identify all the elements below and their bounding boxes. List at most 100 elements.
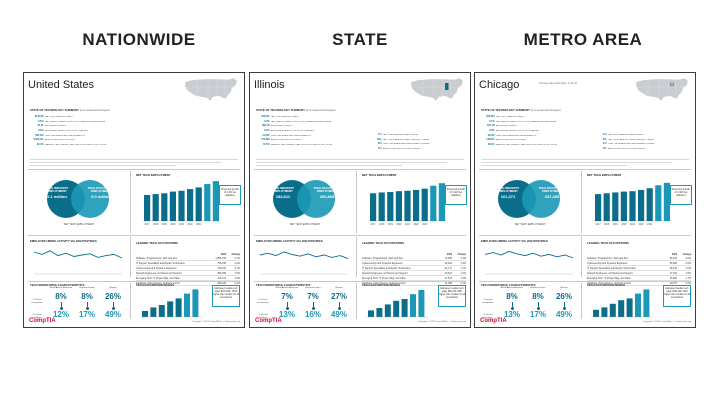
occupation-change: 1.5% — [234, 271, 240, 275]
occupation-count: 17,944 — [669, 271, 677, 275]
emp-bar — [438, 183, 445, 221]
rank-row: 7th NET TECH EMPLOYMENT RANK — [368, 133, 464, 138]
stat-value: 9.8% — [38, 130, 44, 133]
emp-bar — [144, 194, 151, 221]
occupations-table: 2023 Change Software, Programmers, Web an… — [587, 254, 691, 286]
summary-stat-row: 5.7% NET EMPLOYMENT AS A % OF OVERALL WOR… — [481, 120, 581, 125]
stat-label: EMPLOYER JOB POSTINGS — [496, 139, 527, 142]
wage-bar — [401, 299, 408, 317]
rank-value: 8th — [378, 143, 382, 146]
employment-venn — [47, 180, 109, 218]
footnote-text — [481, 159, 689, 167]
wage-bar — [609, 303, 616, 317]
stat-value: $83.1B — [262, 125, 270, 128]
summary-title: STATE OF TECHNOLOGY SUMMARY (non-seasona… — [256, 108, 336, 112]
wf-total-pct: 13% — [503, 310, 520, 319]
occupations-table: 2023 Change Software, Programmers, Web an… — [136, 254, 240, 286]
wage-bar — [626, 298, 633, 317]
wf-total-pct: 12% — [52, 310, 69, 319]
rank-row: 10th NET TECH EMPLOYMENT GROWTH RANK — [368, 138, 464, 143]
summary-stat-row: 175,389 EMPLOYER JOB POSTINGS — [256, 138, 356, 143]
emp-chart-title: NET TECH EMPLOYMENT — [136, 173, 171, 177]
summary-stat-row: 82.4% MEDIAN TECH EMPLOYER JOB POSTINGS %… — [30, 143, 130, 148]
wage-bar — [618, 300, 625, 317]
stat-label: TECH BUSINESS ESTABLISHMENTS — [45, 134, 85, 137]
summary-title: STATE OF TECHNOLOGY SUMMARY (non-seasona… — [481, 108, 561, 112]
hiring-line-chart — [259, 251, 349, 275]
occupation-name: IT Support Specialists and Repair Techni… — [587, 266, 636, 270]
summary-stats: 286,290 NET TECH EMPLOYMENT 5.7% NET EMPLOY… — [481, 115, 581, 147]
wf-column: Hispanic/Latino 8% 17% — [74, 287, 100, 319]
emp-year-label: 2022 — [638, 223, 644, 226]
summary-stat-row: $83.1B ECONOMIC IMPACT — [256, 124, 356, 129]
occupation-change: 1.7% — [685, 276, 691, 280]
occupation-name: Cybersecurity and Systems Engineers — [587, 261, 628, 265]
rank-label: TECH BUSINESS ESTABLISHMENTS RANK — [608, 143, 655, 146]
rank-row: 4th EMPLOYER JOB POSTINGS RANK — [593, 147, 689, 152]
wf-dot-icon — [285, 307, 289, 310]
wf-title: TECH WORKFORCE CHARACTERISTICS — [256, 283, 311, 287]
emp-year-label: 2018 — [153, 223, 159, 226]
stat-label: MEDIAN TECH EMPLOYER JOB POSTINGS % OF T… — [271, 143, 333, 146]
occupation-change: 1.9% — [460, 261, 466, 265]
stat-label: EMPLOYER JOB POSTINGS — [45, 139, 76, 142]
wf-total-pct: 17% — [529, 310, 546, 319]
occupation-count: 795,235 — [217, 261, 226, 265]
emp-bar — [378, 192, 385, 221]
occupation-name: Cybersecurity and Systems Engineers — [136, 266, 177, 270]
table-row: Database, Data Science, Analysts and AI 1… — [362, 281, 466, 286]
hiring-title: EMPLOYER HIRING ACTIVITY VIA JOB POSTING… — [256, 239, 323, 243]
occupation-change: 1.5% — [685, 271, 691, 275]
emp-bar — [629, 191, 636, 221]
employment-venn — [273, 180, 335, 218]
stat-value: $1,812B — [34, 116, 44, 119]
occupation-name: IT Support Specialists and Repair Techni… — [362, 266, 411, 270]
occ-title: LEADING TECH OCCUPATIONS — [587, 241, 630, 245]
wage-callout: Estimated median tech wage $104,566; 104… — [212, 285, 240, 307]
emp-bar — [404, 190, 411, 221]
rank-value: 7th — [378, 134, 382, 137]
workforce-characteristics: % of tech occupations % of total workfor… — [30, 287, 126, 323]
wage-bar — [601, 307, 608, 317]
summary-stat-row: 9.8% ECONOMIC IMPACT AS % OF OVERALL — [30, 129, 130, 134]
occupation-name: Emerging Tech, IT Project Mgr, and Other — [362, 276, 407, 280]
emp-chart-title: NET TECH EMPLOYMENT — [362, 173, 397, 177]
occupation-name: Emerging Tech, IT Project Mgr, and Other — [587, 276, 632, 280]
wages-bar-chart — [366, 290, 428, 318]
wage-bar — [376, 308, 383, 317]
wage-bar — [643, 289, 650, 317]
summary-stat-row: $1.9T ECONOMIC IMPACT — [30, 124, 130, 129]
stat-value: 8.2% — [264, 130, 270, 133]
stat-label: NET TECH EMPLOYMENT — [271, 116, 300, 119]
table-row: Database, Data Science, Analysts and AI 2… — [136, 281, 240, 286]
venn-caption: NET TECH EMPLOYMENT — [289, 223, 321, 226]
occupation-name: Network Engineers, Architects and Suppor… — [136, 271, 182, 275]
wage-callout: Estimated median tech wage $101,820; 99%… — [663, 285, 691, 307]
report-panel-1: United States STATE OF TECHNOLOGY SUMMAR… — [23, 72, 245, 328]
emp-bar — [413, 189, 420, 221]
us-map-icon — [635, 77, 689, 102]
wf-tech-pct: 27% — [330, 292, 347, 301]
wage-bar — [368, 310, 374, 317]
occupation-change: 1.4% — [460, 271, 466, 275]
stat-label: ECONOMIC IMPACT AS % OF OVERALL — [45, 130, 89, 133]
emp-year-label: 2022 — [187, 223, 193, 226]
stat-value: 21,906 — [262, 134, 270, 137]
hiring-line — [33, 250, 123, 259]
hiring-line — [484, 250, 574, 259]
occupation-name: Database, Data Science, Analysts and AI — [587, 281, 631, 285]
wages-title: TECH OCCUPATION WAGES — [136, 283, 174, 287]
emp-bar — [620, 191, 627, 221]
occupation-name: Network Engineers, Architects and Suppor… — [362, 271, 408, 275]
emp-bar — [603, 193, 610, 221]
wf-total-pct: 13% — [278, 310, 295, 319]
emp-bar — [421, 188, 428, 221]
stat-label: NET EMPLOYMENT AS A % OF OVERALL WORKFOR… — [496, 120, 557, 123]
stat-value: $72.1B — [487, 125, 495, 128]
emp-chart-title: NET TECH EMPLOYMENT — [587, 173, 622, 177]
table-row: IT Support Specialists and Repair Techni… — [362, 266, 466, 271]
occupation-count: 738,232 — [217, 266, 226, 270]
emp-bar — [638, 189, 645, 221]
rank-value: 10th — [376, 138, 382, 141]
stat-value: 326,000 — [261, 116, 270, 119]
